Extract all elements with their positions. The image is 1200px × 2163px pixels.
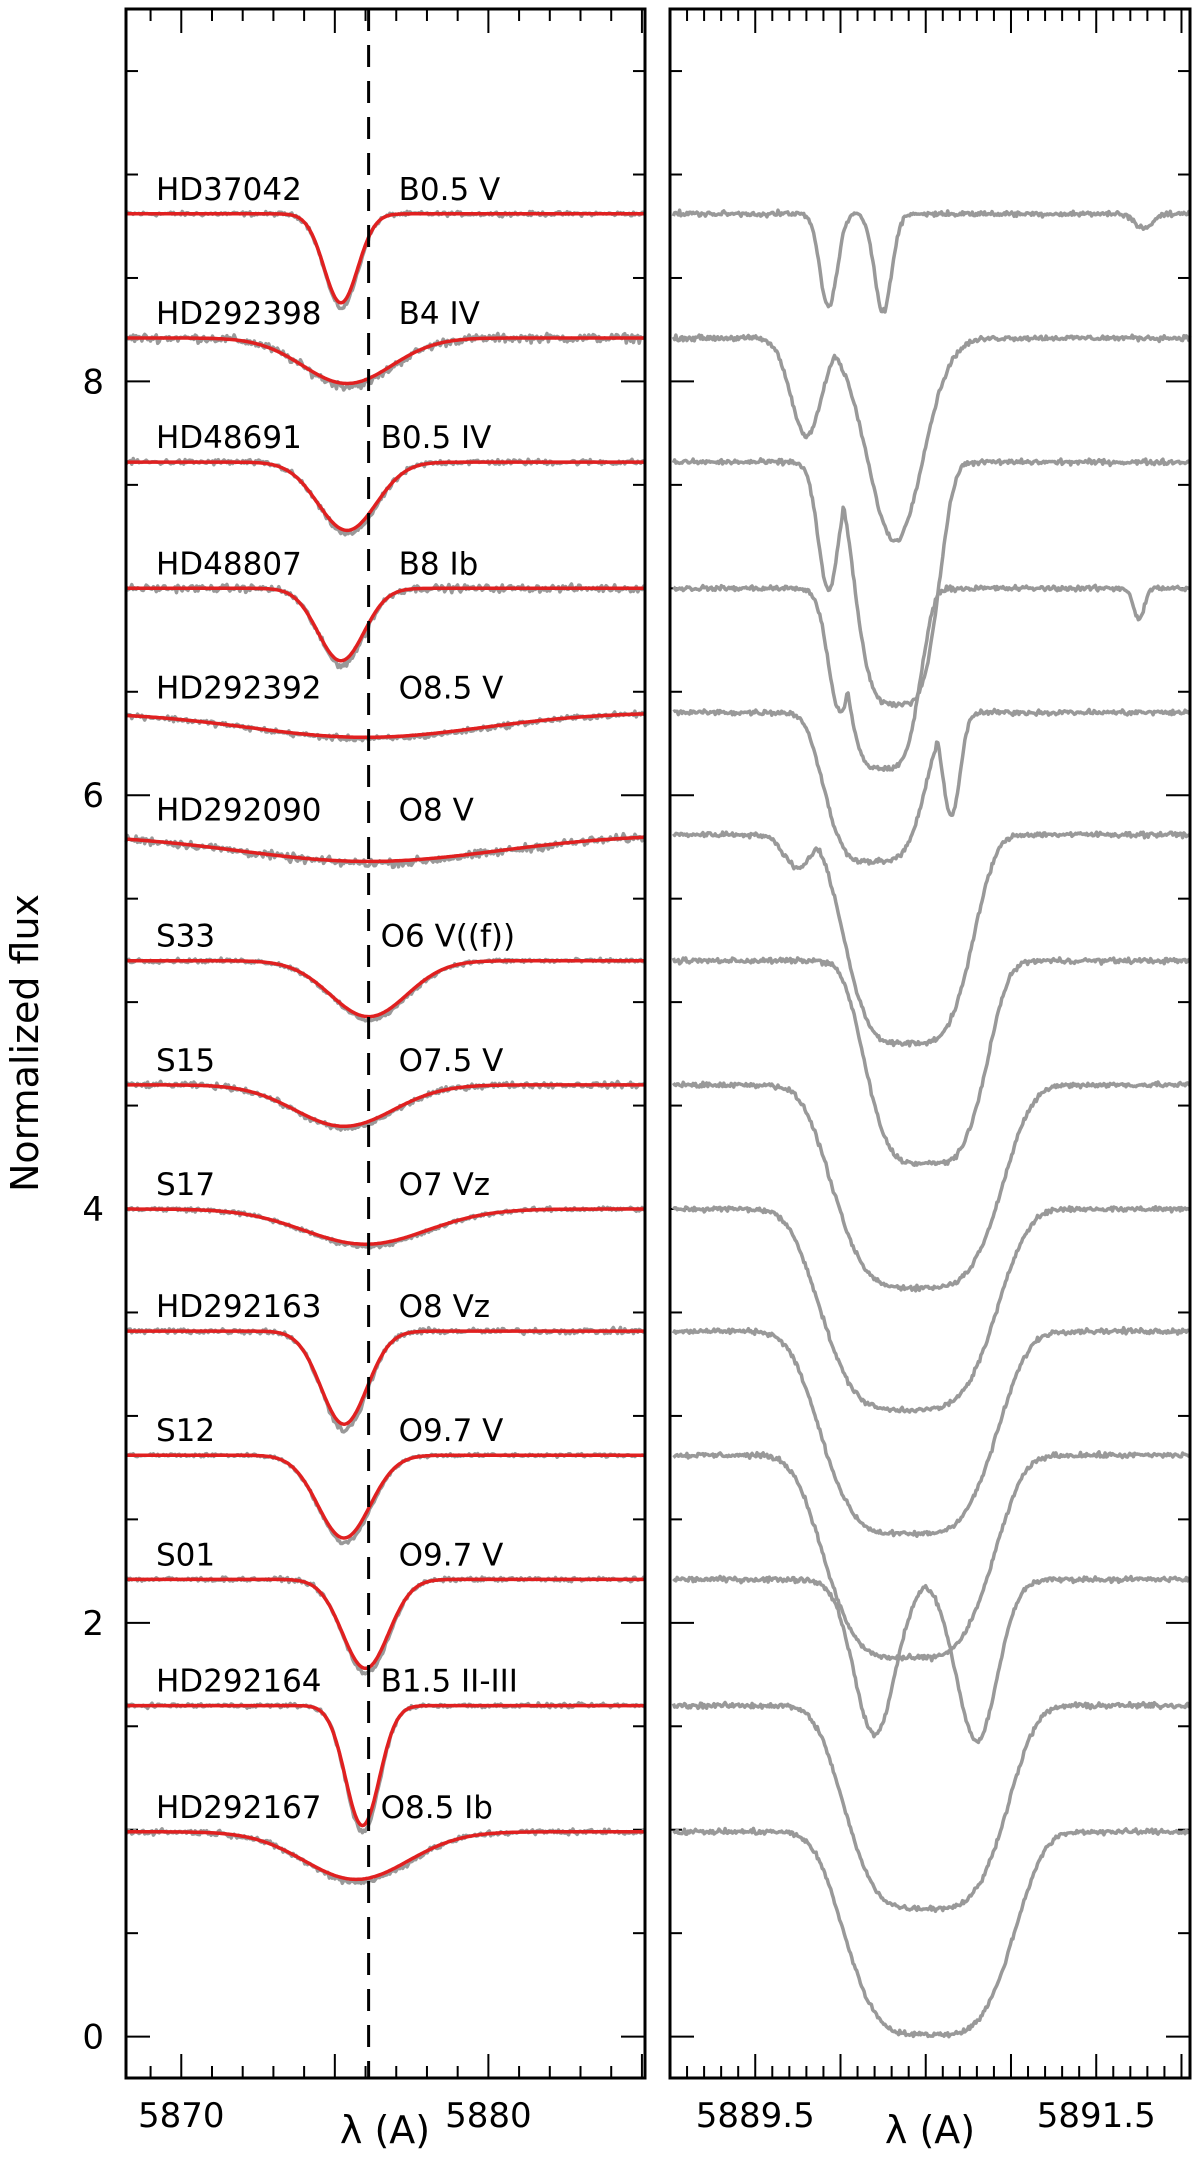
star-name-label: HD292164 <box>156 1664 322 1700</box>
left-star-labels: HD37042 B0.5 V HD292398 B4 IV HD48691 B0.5 IV… <box>156 172 518 1826</box>
y-tick-label: 2 <box>82 1604 104 1644</box>
model-fit-HD48807 <box>125 586 646 663</box>
spectral-type-label: O8 Vz <box>399 1289 490 1325</box>
star-name-label: S12 <box>156 1413 215 1449</box>
y-tick-label: 6 <box>82 776 104 816</box>
na-d-spectrum <box>672 707 1191 866</box>
na-d-spectrum <box>671 956 1192 1167</box>
spectral-type-label: B8 Ib <box>399 546 479 582</box>
right-frame <box>668 7 1192 2080</box>
right-panel: 5889.5 5891.5 λ (A) <box>668 7 1192 2152</box>
na-d-spectrum <box>672 1826 1192 2039</box>
y-tick-label: 4 <box>82 1190 104 1230</box>
model-fit-HD292392 <box>125 712 646 740</box>
right-tick-labels: 5889.5 5891.5 <box>696 2096 1156 2136</box>
model-fit-S12 <box>125 1453 646 1540</box>
spectral-type-label: B1.5 II-III <box>381 1664 518 1700</box>
observed-spectrum-HD37042 <box>124 209 647 311</box>
na-d-spectrum <box>671 333 1192 543</box>
spectral-type-label: O8 V <box>399 793 474 829</box>
na-d-spectrum <box>672 1450 1191 1663</box>
model-fit-HD292164 <box>125 1703 646 1828</box>
spectral-type-label: B4 IV <box>399 296 480 332</box>
model-fit-S01 <box>125 1577 646 1671</box>
x-tick-label: 5870 <box>138 2096 225 2136</box>
star-name-label: HD292392 <box>156 670 322 706</box>
left-plot-area <box>124 9 647 2078</box>
star-name-label: S15 <box>156 1043 215 1079</box>
y-axis-label: Normalized flux <box>3 894 47 1192</box>
star-name-label: HD292163 <box>156 1289 322 1325</box>
observed-spectrum-HD48691 <box>124 456 647 537</box>
spectral-type-label: O8.5 V <box>399 670 504 706</box>
na-d-spectrum <box>671 1080 1192 1293</box>
right-x-axis-label: λ (A) <box>885 2108 975 2152</box>
spectral-type-label: O9.7 V <box>399 1413 504 1449</box>
right-ticks <box>669 9 1190 2078</box>
na-d-spectrum <box>671 1700 1192 1914</box>
x-tick-label: 5891.5 <box>1037 2096 1156 2136</box>
spectral-type-label: O6 V((f)) <box>381 919 515 955</box>
spectral-type-label: B0.5 IV <box>381 420 492 456</box>
spectral-type-label: O9.7 V <box>399 1537 504 1573</box>
star-name-label: S01 <box>156 1537 215 1573</box>
observed-spectrum-HD292167 <box>124 1827 647 1886</box>
spectral-type-label: B0.5 V <box>399 172 501 208</box>
star-name-label: HD292090 <box>156 793 322 829</box>
star-name-label: HD48691 <box>156 420 302 456</box>
spectral-type-label: O8.5 Ib <box>381 1790 493 1826</box>
observed-spectrum-HD292398 <box>124 331 647 392</box>
left-panel: HD37042 B0.5 V HD292398 B4 IV HD48691 B0.5 IV… <box>3 7 647 2152</box>
na-d-spectrum <box>671 1325 1191 1538</box>
model-fit-S33 <box>125 958 646 1019</box>
model-fit-HD292163 <box>125 1329 646 1426</box>
na-d-spectrum <box>671 457 1192 709</box>
x-tick-label: 5880 <box>445 2096 532 2136</box>
model-fit-HD292398 <box>125 336 646 386</box>
na-d-spectrum <box>671 830 1192 1048</box>
y-tick-label: 8 <box>82 362 104 402</box>
observed-spectrum-S01 <box>125 1574 646 1676</box>
model-fit-HD292090 <box>125 835 646 864</box>
na-d-spectrum <box>671 1205 1192 1414</box>
star-name-label: S33 <box>156 919 215 955</box>
observed-spectrum-HD48807 <box>124 582 647 670</box>
model-fit-S17 <box>125 1207 646 1246</box>
model-fit-HD292167 <box>125 1830 646 1882</box>
spectral-type-label: O7.5 V <box>399 1043 504 1079</box>
model-fit-HD48691 <box>125 460 646 533</box>
na-d-spectrum <box>671 208 1192 314</box>
observed-spectrum-S12 <box>125 1451 647 1546</box>
left-frame <box>124 7 647 2080</box>
na-d-spectrum <box>672 1574 1192 1745</box>
star-name-label: HD292167 <box>156 1790 322 1826</box>
na-d-spectrum <box>672 583 1192 772</box>
right-plot-area <box>671 208 1192 2039</box>
y-tick-label: 0 <box>82 2018 104 2058</box>
model-fit-S15 <box>125 1083 646 1129</box>
star-name-label: HD37042 <box>156 172 302 208</box>
star-name-label: S17 <box>156 1167 215 1203</box>
star-name-label: HD48807 <box>156 546 302 582</box>
left-x-axis-label: λ (A) <box>340 2108 430 2152</box>
left-tick-labels: 5870 5880 0 2 4 6 8 <box>82 362 531 2136</box>
spectral-type-label: O7 Vz <box>399 1167 490 1203</box>
observed-spectrum-S15 <box>124 1079 646 1132</box>
x-tick-label: 5889.5 <box>696 2096 815 2136</box>
model-fit-HD37042 <box>125 212 646 305</box>
star-name-label: HD292398 <box>156 296 322 332</box>
